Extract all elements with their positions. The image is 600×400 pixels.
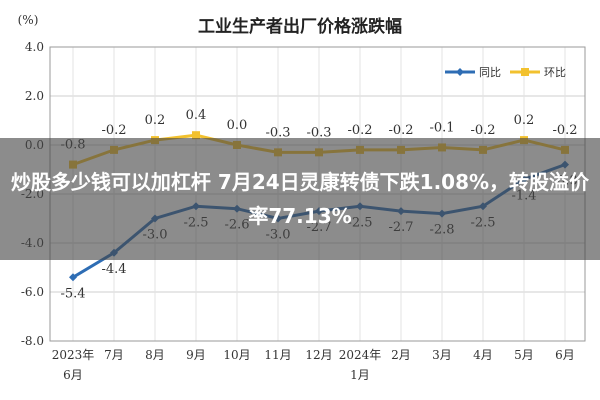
data-label-1: 0.2 bbox=[145, 113, 166, 128]
y-axis-unit: (%) bbox=[18, 13, 39, 27]
legend-label-1: 环比 bbox=[544, 66, 566, 79]
data-label-1: -0.3 bbox=[306, 125, 331, 140]
x-tick-label: 5月 bbox=[514, 348, 534, 362]
data-label-0: -4.4 bbox=[101, 262, 126, 277]
data-label-1: -0.2 bbox=[101, 123, 126, 138]
x-tick-label: 12月 bbox=[305, 348, 332, 362]
data-label-0: -5.4 bbox=[60, 286, 85, 301]
data-label-1: -0.3 bbox=[265, 125, 290, 140]
y-tick-label: -8.0 bbox=[21, 334, 44, 348]
data-label-1: 0.0 bbox=[227, 118, 248, 133]
data-label-1: -0.2 bbox=[552, 123, 577, 138]
legend-label-0: 同比 bbox=[479, 66, 501, 79]
x-tick-label: 6月 bbox=[555, 348, 575, 362]
x-tick-label: 2月 bbox=[391, 348, 411, 362]
x-tick-label: 9月 bbox=[186, 348, 206, 362]
data-label-1: 0.4 bbox=[186, 108, 207, 123]
x-tick-label: 3月 bbox=[432, 348, 452, 362]
series-point-0 bbox=[69, 273, 77, 282]
x-tick-label: 6月 bbox=[63, 368, 83, 382]
x-tick-label: 2024年 bbox=[339, 348, 382, 362]
data-label-1: 0.2 bbox=[514, 113, 535, 128]
data-label-1: -0.2 bbox=[388, 123, 413, 138]
y-tick-label: -6.0 bbox=[21, 285, 44, 299]
x-tick-label: 2023年 bbox=[52, 348, 95, 362]
data-label-1: -0.2 bbox=[470, 123, 495, 138]
headline-overlay: 炒股多少钱可以加杠杆 7月24日灵康转债下跌1.08%，转股溢价率77.13% bbox=[0, 138, 600, 260]
y-tick-label: 4.0 bbox=[25, 40, 44, 54]
x-tick-label: 11月 bbox=[264, 348, 291, 362]
x-tick-label: 10月 bbox=[223, 348, 250, 362]
x-tick-label: 4月 bbox=[473, 348, 493, 362]
x-tick-label: 1月 bbox=[350, 368, 370, 382]
legend-marker-1 bbox=[521, 68, 529, 76]
headline-text: 炒股多少钱可以加杠杆 7月24日灵康转债下跌1.08%，转股溢价率77.13% bbox=[10, 170, 590, 228]
x-tick-label: 8月 bbox=[145, 348, 165, 362]
data-label-1: -0.2 bbox=[347, 123, 372, 138]
series-point-1 bbox=[192, 131, 200, 140]
data-label-1: -0.1 bbox=[429, 120, 454, 135]
legend: 同比 环比 bbox=[445, 66, 566, 79]
chart-title: 工业生产者出厂价格涨跌幅 bbox=[198, 16, 402, 37]
y-tick-label: 2.0 bbox=[25, 89, 44, 103]
x-tick-label: 7月 bbox=[104, 348, 124, 362]
legend-marker-0 bbox=[456, 68, 464, 76]
